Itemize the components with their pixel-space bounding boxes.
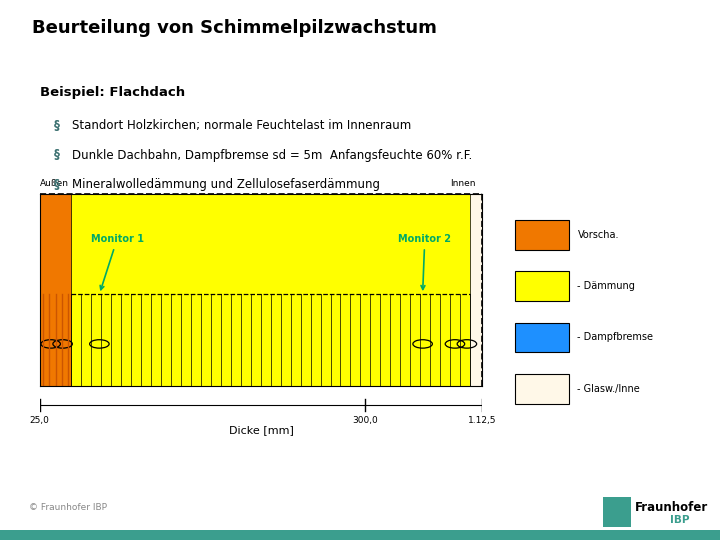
Text: Monitor 1: Monitor 1 [91, 234, 143, 289]
Text: - Dämmung: - Dämmung [577, 281, 635, 291]
Text: - Glasw./Inne: - Glasw./Inne [577, 384, 640, 394]
Text: © Fraunhofer IBP: © Fraunhofer IBP [29, 503, 107, 512]
Text: Mineralwolledämmung und Zellulosefaserdämmung: Mineralwolledämmung und Zellulosefaserdä… [72, 178, 380, 191]
Text: Standort Holzkirchen; normale Feuchtelast im Innenraum: Standort Holzkirchen; normale Feuchtelas… [72, 119, 411, 132]
Text: §: § [54, 119, 60, 132]
Text: Dicke [mm]: Dicke [mm] [228, 426, 294, 435]
Text: Außen: Außen [40, 179, 69, 188]
Text: - Dampfbremse: - Dampfbremse [577, 333, 654, 342]
Text: §: § [54, 148, 60, 161]
Bar [40, 194, 71, 386]
Text: 1.12,5: 1.12,5 [468, 416, 497, 424]
Text: §: § [54, 178, 60, 191]
Text: Dunkle Dachbahn, Dampfbremse sd = 5m  Anfangsfeuchte 60% r.F.: Dunkle Dachbahn, Dampfbremse sd = 5m Anf… [72, 148, 472, 161]
Text: Fraunhofer: Fraunhofer [635, 501, 708, 514]
Text: IBP: IBP [670, 515, 690, 525]
Text: Beurteilung von Schimmelpilzwachstum: Beurteilung von Schimmelpilzwachstum [32, 19, 437, 37]
Bar [470, 194, 482, 386]
Text: Beispiel: Flachdach: Beispiel: Flachdach [40, 86, 185, 99]
Text: 300,0: 300,0 [352, 416, 378, 424]
Text: Innen: Innen [450, 179, 476, 188]
Text: Vorscha.: Vorscha. [577, 230, 619, 240]
Text: Monitor 2: Monitor 2 [398, 234, 451, 289]
Text: 25,0: 25,0 [30, 416, 50, 424]
